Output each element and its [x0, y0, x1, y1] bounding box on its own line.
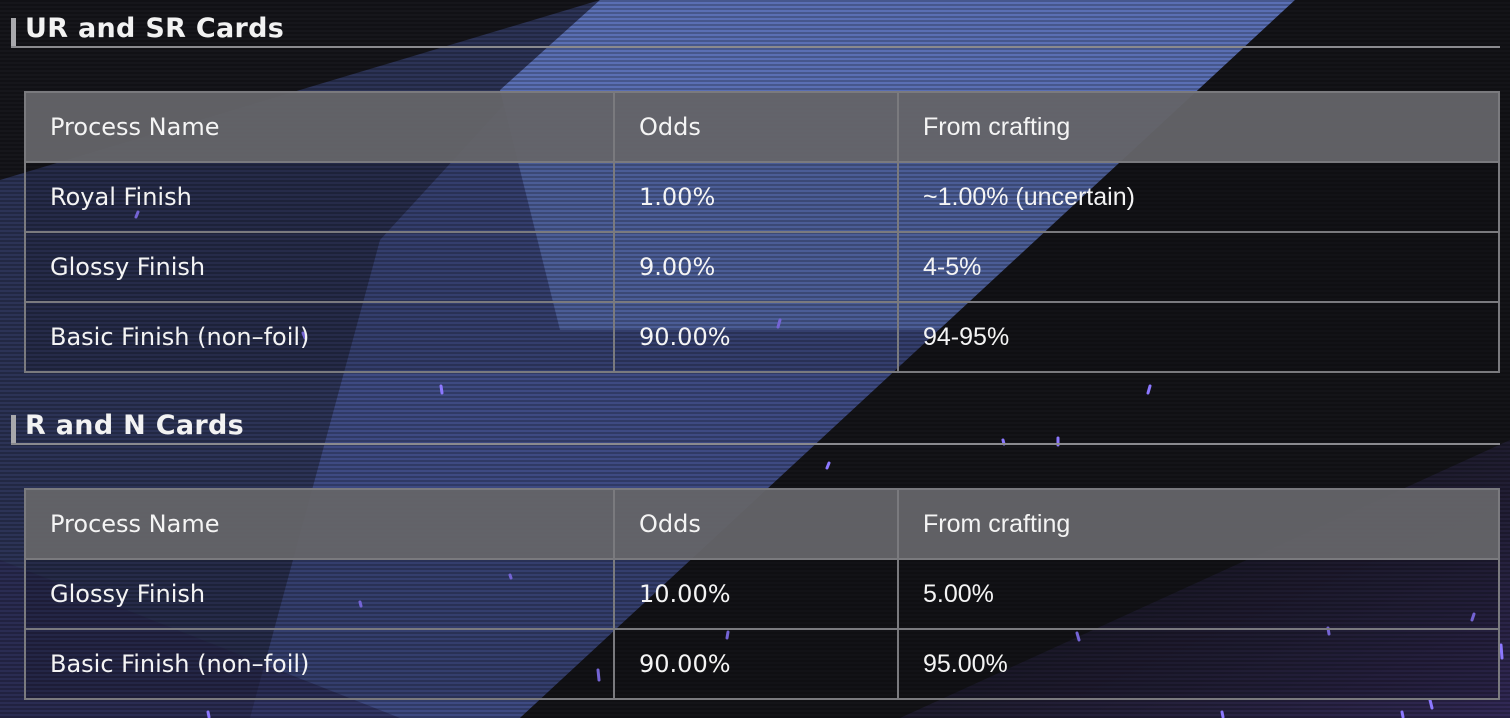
process-name-cell: Basic Finish (non–foil) — [24, 301, 615, 373]
odds-table-r-n: Process Name Odds From crafting Glossy F… — [24, 488, 1500, 700]
header-odds: Odds — [613, 488, 899, 560]
crafting-odds-cell: 94-95% — [897, 301, 1500, 373]
table-header-row: Process Name Odds From crafting — [24, 91, 1500, 163]
header-process-name: Process Name — [24, 488, 615, 560]
odds-cell: 9.00% — [613, 231, 899, 303]
section-marker — [11, 18, 16, 46]
header-from-crafting: From crafting — [897, 91, 1500, 163]
section-marker — [11, 415, 16, 443]
crafting-odds-cell: 4-5% — [897, 231, 1500, 303]
process-name-cell: Glossy Finish — [24, 231, 615, 303]
section-title-ur-sr: UR and SR Cards — [11, 12, 1500, 48]
header-odds: Odds — [613, 91, 899, 163]
odds-cell: 1.00% — [613, 161, 899, 233]
crafting-odds-cell: 5.00% — [897, 558, 1500, 630]
section-title-r-n: R and N Cards — [11, 409, 1500, 445]
section-title-text: UR and SR Cards — [25, 13, 285, 44]
table-row: Royal Finish 1.00% ~1.00% (uncertain) — [24, 161, 1500, 233]
crafting-odds-cell: ~1.00% (uncertain) — [897, 161, 1500, 233]
odds-table-ur-sr: Process Name Odds From crafting Royal Fi… — [24, 91, 1500, 373]
process-name-cell: Glossy Finish — [24, 558, 615, 630]
crafting-odds-cell: 95.00% — [897, 628, 1500, 700]
header-process-name: Process Name — [24, 91, 615, 163]
table-row: Glossy Finish 9.00% 4-5% — [24, 231, 1500, 303]
process-name-cell: Royal Finish — [24, 161, 615, 233]
header-from-crafting: From crafting — [897, 488, 1500, 560]
odds-cell: 90.00% — [613, 628, 899, 700]
table-row: Basic Finish (non–foil) 90.00% 94-95% — [24, 301, 1500, 373]
odds-cell: 10.00% — [613, 558, 899, 630]
section-title-text: R and N Cards — [25, 410, 245, 441]
table-row: Basic Finish (non–foil) 90.00% 95.00% — [24, 628, 1500, 700]
odds-cell: 90.00% — [613, 301, 899, 373]
table-row: Glossy Finish 10.00% 5.00% — [24, 558, 1500, 630]
table-header-row: Process Name Odds From crafting — [24, 488, 1500, 560]
process-name-cell: Basic Finish (non–foil) — [24, 628, 615, 700]
